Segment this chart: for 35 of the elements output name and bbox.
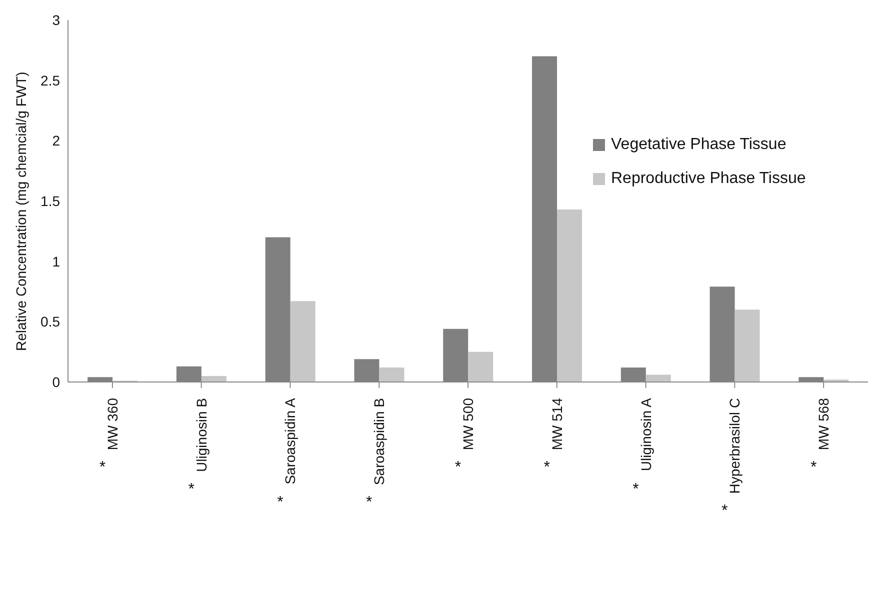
y-tick-label: 0 [52,374,60,390]
x-tick-label: Saroaspidin B [371,398,388,486]
text: * [810,459,817,476]
legend-label: Reproductive Phase Tissue [611,169,806,189]
text: * [722,502,728,520]
x-tick-label: Hyperbrasilol C [726,398,743,494]
text: * [99,459,106,476]
y-tick-label: 1.5 [40,192,60,209]
bar [468,352,494,382]
y-tick-label: 0.5 [40,314,60,330]
x-tick-label: Uliginosin B [193,398,210,472]
text: * [366,494,372,512]
x-tick-label: MW 514 [548,398,565,450]
text: * [632,480,639,498]
x-tick-label: MW 360 [104,398,120,450]
x-tick-label: Saroaspidin A [282,397,298,484]
x-tick-label: MW 500 [460,398,476,450]
bar [201,376,226,382]
bar [557,209,582,382]
text: * [277,494,284,512]
y-axis-title: Relative Concentration (mg chemcial/g FWT) [12,72,29,351]
text: * [544,459,550,476]
bar [290,301,316,382]
x-tick-label: Uliginosin A [638,397,654,472]
y-tick-label: 2 [52,132,60,149]
y-tick-label: 3 [52,12,60,28]
y-tick-label: 1 [52,253,60,270]
legend-label: Vegetative Phase Tissue [611,135,786,155]
text: * [188,480,194,498]
bar [646,374,671,382]
bar [379,368,404,382]
text: * [454,459,462,476]
bar [734,310,760,382]
x-tick-label: MW 568 [816,398,832,450]
y-tick-label: 2.5 [40,72,60,88]
